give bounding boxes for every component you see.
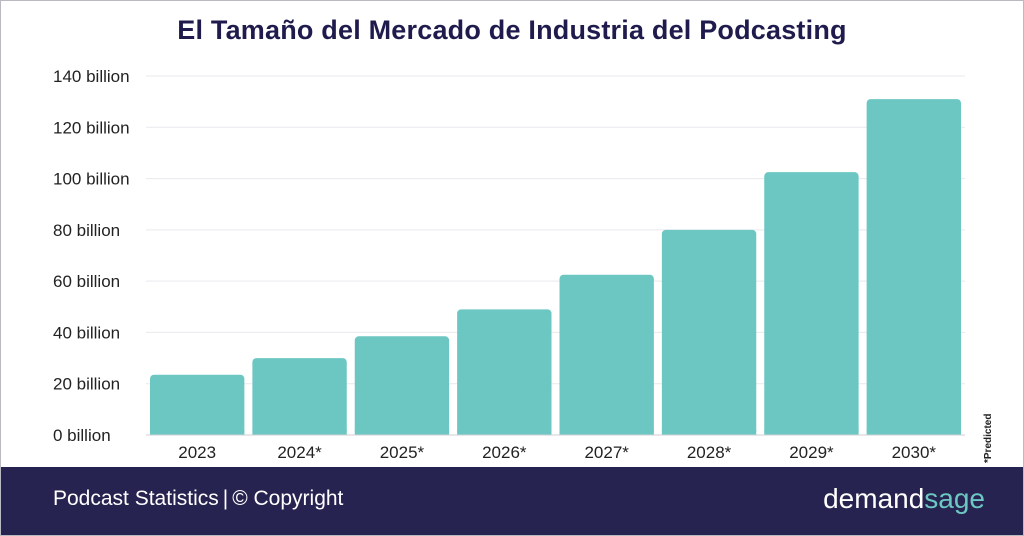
- y-tick-label: 100 billion: [53, 170, 130, 189]
- bar: [559, 274, 654, 435]
- bar-base: [150, 430, 245, 435]
- y-tick-label: 60 billion: [53, 272, 120, 291]
- bar: [866, 99, 961, 435]
- footer-separator: |: [222, 487, 229, 510]
- footer-bar: Podcast Statistics | © Copyright demandsag…: [1, 467, 1023, 535]
- bar-base: [559, 430, 654, 435]
- predicted-note-text: *Predicted: [983, 413, 994, 463]
- bar: [661, 229, 757, 435]
- bar: [150, 374, 245, 435]
- chart-title: El Tamaño del Mercado de Industria del P…: [177, 15, 847, 45]
- bar: [252, 358, 347, 435]
- brand-main: demand: [823, 483, 925, 514]
- footer-copyright: © Copyright: [232, 487, 344, 510]
- x-tick-label: 2029*: [789, 443, 834, 462]
- brand-logo: demandsage: [823, 483, 985, 515]
- bar: [354, 336, 450, 435]
- brand-accent: sage: [924, 483, 985, 514]
- y-tick-label: 0 billion: [53, 426, 111, 445]
- x-tick-label: 2025*: [380, 443, 425, 462]
- bar-base: [354, 430, 450, 435]
- bar: [764, 172, 859, 436]
- x-tick-label: 2026*: [482, 443, 527, 462]
- x-tick-label: 2030*: [892, 443, 937, 462]
- bar-base: [866, 430, 961, 435]
- bar-base: [764, 430, 859, 435]
- bar-base: [252, 430, 347, 435]
- y-tick-label: 20 billion: [53, 375, 120, 394]
- x-tick-label: 2023: [178, 443, 216, 462]
- y-tick-label: 120 billion: [53, 118, 130, 137]
- bar-chart: 0 billion 20 billion 40 billion 60 billion 8…: [53, 67, 965, 462]
- y-tick-label: 40 billion: [53, 323, 120, 342]
- x-tick-label: 2024*: [277, 443, 322, 462]
- footer-caption: Podcast Statistics | © Copyright: [53, 487, 343, 511]
- x-tick-label: 2027*: [584, 443, 629, 462]
- bar-base: [457, 430, 552, 435]
- x-tick-label: 2028*: [687, 443, 732, 462]
- y-tick-label: 140 billion: [53, 67, 130, 86]
- predicted-note: *Predicted: [983, 405, 995, 465]
- y-tick-label: 80 billion: [53, 221, 120, 240]
- bar: [457, 309, 552, 435]
- footer-source: Podcast Statistics: [53, 487, 219, 510]
- bar-base: [661, 430, 757, 435]
